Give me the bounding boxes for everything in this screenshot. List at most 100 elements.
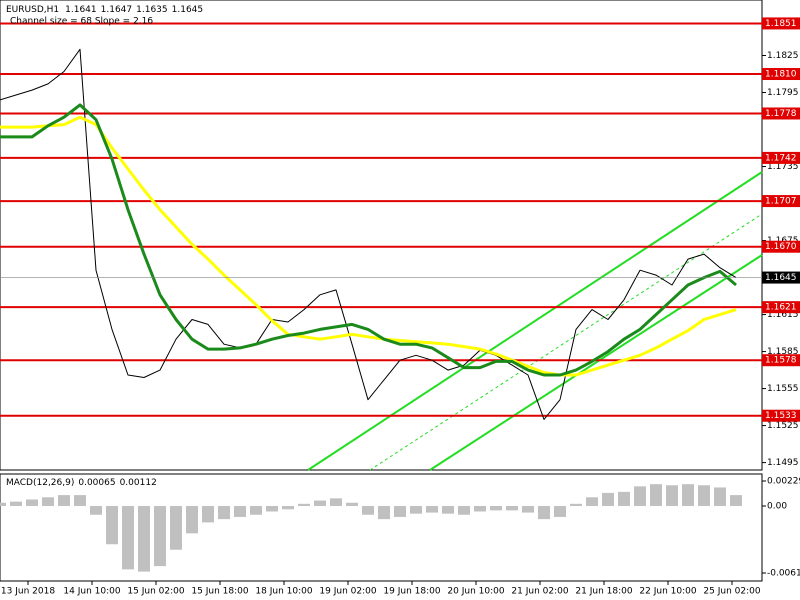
macd-bar	[346, 502, 358, 507]
level-box	[762, 17, 800, 30]
x-tick-label: 22 Jun 10:00	[639, 587, 696, 597]
level-box	[762, 301, 800, 314]
macd-bar	[122, 506, 134, 570]
level-box	[762, 151, 800, 164]
macd-bar	[650, 484, 662, 507]
level-label: 1.1742	[765, 153, 797, 163]
symbol: EURUSD,H1	[6, 5, 59, 15]
macd-bar	[202, 506, 214, 523]
x-tick-label: 19 Jun 18:00	[383, 587, 440, 597]
y-tick-label: -0.00613	[767, 569, 800, 579]
y-tick-label: 1.1495	[767, 458, 799, 468]
level-label: 1.1533	[765, 411, 797, 421]
macd-bar	[0, 502, 6, 507]
marks: 1.18251.17951.17351.16751.16151.15851.15…	[0, 17, 800, 597]
macd-bar	[618, 491, 630, 507]
current-price-box	[762, 271, 800, 284]
macd-title: MACD(12,26,9)	[6, 478, 74, 488]
price-line	[0, 103, 737, 377]
macd-bar	[538, 506, 550, 520]
channel-lower	[429, 254, 763, 471]
macd-bar	[90, 506, 102, 515]
low: 1.1635	[136, 5, 168, 15]
y-tick-label: 1.1795	[767, 88, 799, 98]
y-tick-label: 1.1585	[767, 347, 799, 357]
macd-bar	[330, 498, 342, 507]
x-tick-label: 21 Jun 18:00	[575, 587, 632, 597]
x-tick-label: 15 Jun 18:00	[191, 587, 248, 597]
x-tick-label: 14 Jun 10:00	[63, 587, 120, 597]
x-tick-label: 21 Jun 02:00	[511, 587, 568, 597]
macd-bar	[58, 495, 70, 507]
macd-bar	[522, 506, 534, 513]
x-tick-label: 19 Jun 02:00	[319, 587, 376, 597]
macd-bar	[170, 506, 182, 550]
macd-bar	[234, 506, 246, 517]
macd-bar	[474, 506, 486, 512]
macd-bar	[554, 506, 566, 517]
high: 1.1647	[101, 5, 133, 15]
level-label: 1.1810	[765, 70, 797, 80]
macd-bar	[394, 506, 406, 517]
header: EURUSD,H1 1.1641 1.1647 1.1635 1.1645	[6, 5, 203, 15]
macd-bar	[666, 485, 678, 507]
main-panel	[0, 0, 763, 471]
y-tick-label: 0.00	[767, 502, 787, 512]
x-tick-label: 25 Jun 02:00	[703, 587, 760, 597]
macd-bar	[682, 484, 694, 507]
y-tick-label: 1.1825	[767, 51, 799, 61]
y-tick-label: 1.1615	[767, 310, 799, 320]
macd-bar	[586, 497, 598, 507]
y-tick-label: 1.1555	[767, 384, 799, 394]
macd-bar	[106, 506, 118, 545]
macd-bar	[730, 495, 742, 507]
macd-bar	[506, 506, 518, 511]
macd-bar	[490, 506, 502, 511]
level-label: 1.1670	[765, 242, 797, 252]
level-box	[762, 409, 800, 422]
level-label: 1.1621	[765, 303, 797, 313]
current-price-label: 1.1645	[765, 273, 797, 283]
macd-bar	[74, 495, 86, 507]
macd-signal: 0.00112	[120, 478, 157, 488]
macd-bar	[42, 497, 54, 507]
level-box	[762, 195, 800, 208]
macd-bar	[458, 506, 470, 515]
y-tick-label: 1.1735	[767, 162, 799, 172]
level-box	[762, 107, 800, 120]
macd-bar	[602, 492, 614, 507]
macd-value: 0.00065	[78, 478, 115, 488]
macd-bar	[570, 503, 582, 507]
open: 1.1641	[65, 5, 97, 15]
macd-bar	[410, 506, 422, 514]
macd-bar	[282, 506, 294, 510]
channel-upper	[307, 171, 763, 471]
macd-bar	[378, 506, 390, 520]
macd-bar	[266, 506, 278, 512]
macd-bar	[362, 506, 374, 515]
level-box	[762, 240, 800, 253]
macd-bar	[314, 500, 326, 507]
close: 1.1645	[172, 5, 204, 15]
macd-bar	[10, 501, 22, 507]
macd-bar	[218, 506, 230, 520]
macd-bar	[186, 506, 198, 534]
level-label: 1.1707	[765, 197, 797, 207]
macd-header: MACD(12,26,9) 0.00065 0.00112	[6, 478, 157, 488]
y-tick-label: 0.00229	[767, 477, 800, 487]
macd-bar	[698, 485, 710, 507]
level-label: 1.1851	[765, 19, 797, 29]
macd-bar	[442, 506, 454, 514]
level-label: 1.1578	[765, 356, 797, 366]
x-tick-label: 20 Jun 10:00	[447, 587, 504, 597]
macd-bar	[26, 499, 38, 507]
price-line	[0, 115, 737, 377]
x-tick-label: 18 Jun 10:00	[255, 587, 312, 597]
level-label: 1.1778	[765, 109, 797, 119]
macd-bar	[634, 486, 646, 507]
channel-note: Channel size = 68 Slope = 2.16	[10, 17, 153, 27]
macd-bar	[250, 506, 262, 515]
macd-bar	[138, 506, 150, 572]
